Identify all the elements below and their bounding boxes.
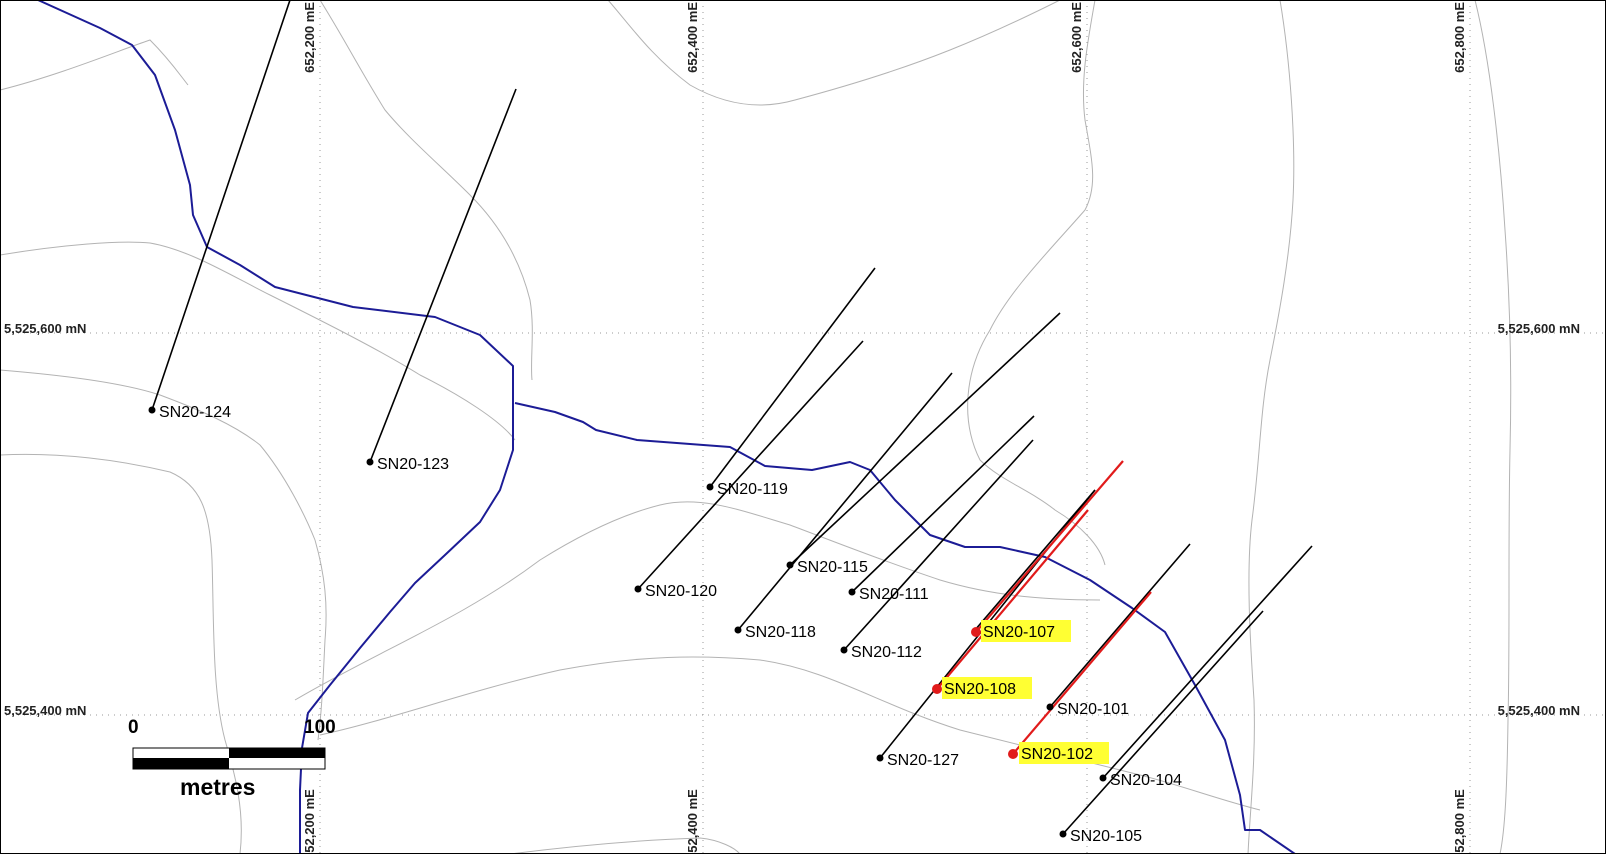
drillhole-label[interactable]: SN20-127 (887, 752, 959, 769)
drillhole-label-highlighted[interactable]: SN20-107 (983, 624, 1055, 641)
drillhole-label[interactable]: SN20-118 (745, 624, 816, 641)
scale-bar-unit: metres (180, 774, 255, 800)
collar-sn20-123[interactable] (366, 458, 374, 466)
northing-labels: 5,525,600 mN 5,525,400 mN 5,525,600 mN 5… (4, 321, 1580, 718)
easting-labels: 652,200 mE 652,400 mE 652,600 mE 652,800… (302, 2, 1467, 854)
northing-label-left: 5,525,600 mN (4, 321, 86, 336)
collar-sn20-127[interactable] (876, 754, 884, 762)
collar-sn20-102[interactable] (1008, 749, 1018, 759)
collar-sn20-120[interactable] (634, 585, 642, 593)
easting-label-top: 652,400 mE (685, 2, 700, 73)
drillhole-label[interactable]: SN20-105 (1070, 828, 1142, 845)
drillhole-label[interactable]: SN20-111 (859, 586, 929, 603)
easting-label-bottom: 652,800 mE (1452, 789, 1467, 854)
drillhole-label[interactable]: SN20-112 (851, 644, 922, 661)
drillhole-label[interactable]: SN20-104 (1110, 772, 1182, 789)
collar-sn20-124[interactable] (148, 406, 156, 414)
drillhole-label[interactable]: SN20-123 (377, 456, 449, 473)
drillhole-labels: SN20-124 SN20-123 SN20-119 SN20-120 SN20… (159, 404, 1182, 845)
easting-label-bottom: 652,400 mE (685, 789, 700, 854)
drillhole-label[interactable]: SN20-124 (159, 404, 231, 421)
northing-label-right: 5,525,400 mN (1498, 703, 1580, 718)
collar-sn20-118[interactable] (734, 626, 742, 634)
stream (37, 0, 1296, 854)
easting-label-bottom: 652,200 mE (302, 789, 317, 854)
collar-sn20-101[interactable] (1046, 703, 1054, 711)
northing-label-right: 5,525,600 mN (1498, 321, 1580, 336)
highlighted-drill-traces (936, 460, 1152, 755)
drill-traces (151, 0, 1313, 835)
collar-sn20-107[interactable] (971, 627, 981, 637)
drill-collars (148, 406, 1107, 838)
easting-label-top: 652,600 mE (1069, 2, 1084, 73)
scale-bar-start: 0 (128, 717, 139, 738)
scale-bar-end: 100 (304, 717, 336, 738)
northing-label-left: 5,525,400 mN (4, 703, 86, 718)
collar-sn20-105[interactable] (1059, 830, 1067, 838)
scale-bar: 0 100 metres (128, 717, 336, 800)
drillhole-label[interactable]: SN20-120 (645, 583, 717, 600)
collar-sn20-115[interactable] (786, 561, 794, 569)
easting-label-top: 652,200 mE (302, 2, 317, 73)
collar-sn20-111[interactable] (848, 588, 856, 596)
drillhole-label[interactable]: SN20-115 (797, 559, 868, 576)
highlight-label-backgrounds (942, 620, 1109, 764)
drillhole-label[interactable]: SN20-101 (1057, 701, 1129, 718)
collar-sn20-112[interactable] (840, 646, 848, 654)
collar-sn20-119[interactable] (706, 483, 714, 491)
drillhole-label-highlighted[interactable]: SN20-108 (944, 681, 1016, 698)
collar-sn20-104[interactable] (1099, 774, 1107, 782)
drillhole-label-highlighted[interactable]: SN20-102 (1021, 746, 1093, 763)
collar-sn20-108[interactable] (932, 684, 942, 694)
easting-label-top: 652,800 mE (1452, 2, 1467, 73)
drillhole-label[interactable]: SN20-119 (717, 481, 788, 498)
